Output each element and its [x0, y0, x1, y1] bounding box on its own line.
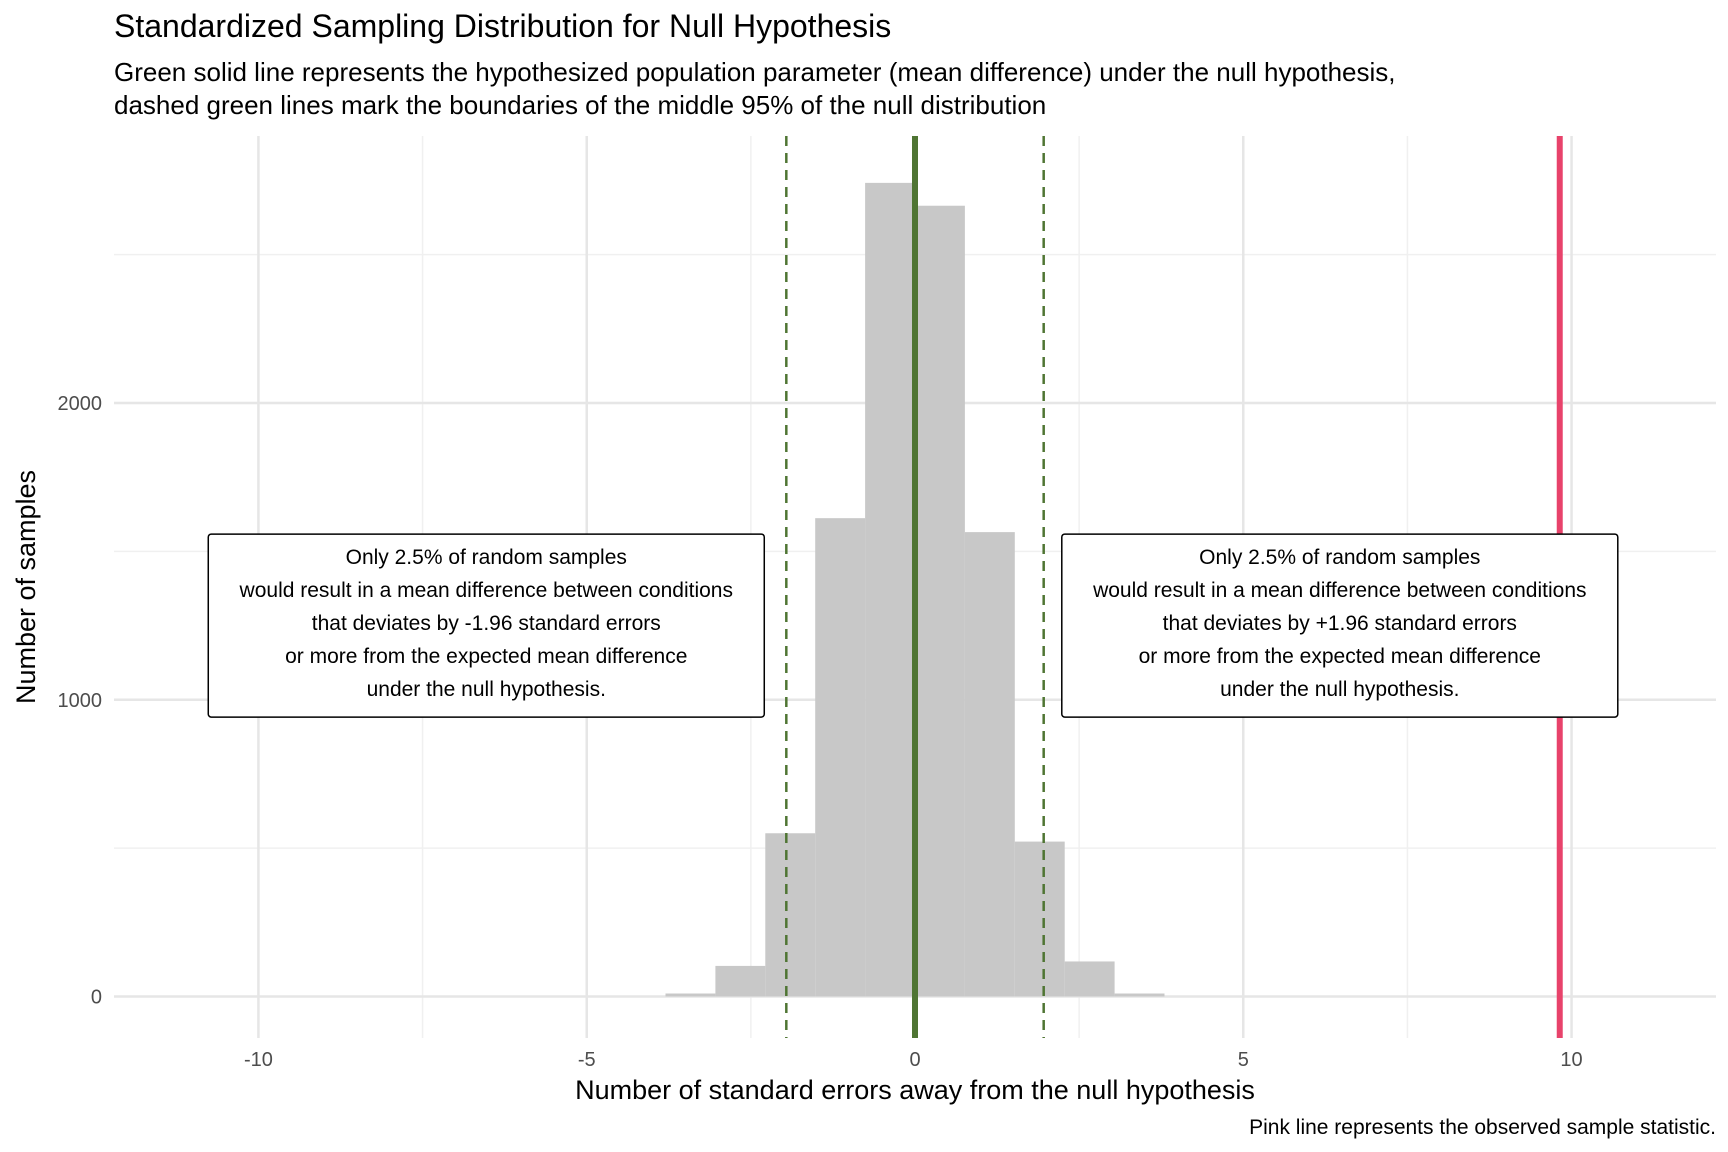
y-axis-ticks: 0 1000 2000 — [58, 393, 103, 1008]
annotation-right: Only 2.5% of random samples would result … — [1061, 533, 1619, 718]
histogram-bar — [715, 965, 766, 997]
subtitle-line-1: Green solid line represents the hypothes… — [114, 57, 1396, 87]
annotation-line: would result in a mean difference betwee… — [1092, 579, 1586, 602]
x-tick-label: 10 — [1560, 1049, 1582, 1071]
annotation-line: Only 2.5% of random samples — [346, 546, 627, 569]
annotation-line: that deviates by -1.96 standard errors — [312, 612, 661, 635]
annotation-line: under the null hypothesis. — [367, 678, 606, 701]
histogram-bar — [915, 205, 965, 997]
annotation-line: or more from the expected mean differenc… — [285, 645, 687, 668]
histogram-bar — [815, 518, 866, 997]
histogram-bar — [1064, 961, 1115, 997]
annotation-box — [207, 533, 766, 718]
x-tick-label: -5 — [578, 1049, 596, 1071]
histogram-bar — [964, 532, 1015, 997]
annotation-line: Only 2.5% of random samples — [1199, 546, 1480, 569]
annotation-line: would result in a mean difference betwee… — [239, 579, 733, 602]
annotation-box — [1061, 533, 1619, 718]
histogram-bar — [765, 833, 816, 997]
histogram-bar — [865, 182, 915, 997]
y-axis-title: Number of samples — [11, 470, 41, 704]
x-tick-label: -10 — [244, 1049, 273, 1071]
y-tick-label: 0 — [91, 986, 102, 1008]
annotation-left: Only 2.5% of random samples would result … — [207, 533, 766, 718]
chart-subtitle: Green solid line represents the hypothes… — [114, 56, 1396, 122]
annotation-line: that deviates by +1.96 standard errors — [1163, 612, 1517, 635]
y-tick-label: 2000 — [58, 393, 103, 415]
x-axis-title: Number of standard errors away from the … — [575, 1075, 1255, 1105]
x-tick-label: 5 — [1238, 1049, 1249, 1071]
subtitle-line-2: dashed green lines mark the boundaries o… — [114, 90, 1047, 120]
chart-caption: Pink line represents the observed sample… — [1249, 1116, 1716, 1139]
chart-title: Standardized Sampling Distribution for N… — [114, 8, 892, 44]
x-axis-ticks: -10 -5 0 5 10 — [244, 1049, 1583, 1071]
histogram-bars — [665, 182, 1165, 997]
annotation-line: under the null hypothesis. — [1220, 678, 1459, 701]
histogram-bar — [665, 993, 716, 997]
annotation-line: or more from the expected mean differenc… — [1139, 645, 1541, 668]
y-tick-label: 1000 — [58, 690, 103, 712]
x-tick-label: 0 — [909, 1049, 920, 1071]
annotations: Only 2.5% of random samples would result … — [207, 533, 1619, 718]
histogram-bar — [1114, 993, 1165, 997]
histogram-bar — [1014, 841, 1065, 997]
